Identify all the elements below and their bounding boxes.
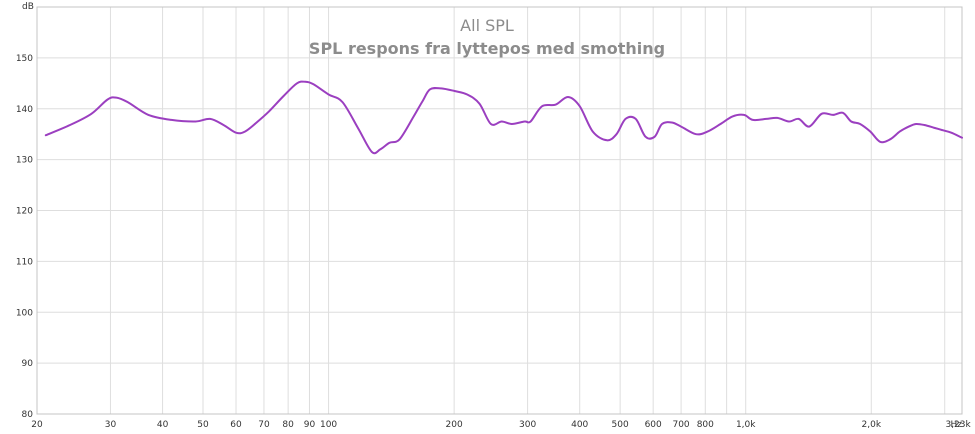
y-tick-label: 100: [16, 308, 33, 318]
plot-frame: [36, 6, 963, 415]
x-tick-label: 3,23k: [945, 420, 971, 430]
x-tick-label: 50: [197, 420, 209, 430]
y-tick-label: 90: [22, 359, 34, 369]
x-tick-label: 30: [105, 420, 117, 430]
x-tick-label: 60: [230, 420, 242, 430]
x-axis-unit: Hz: [951, 420, 963, 430]
spl-series-line: [44, 80, 963, 155]
x-tick-label: 80: [282, 420, 294, 430]
x-tick-label: 2,0k: [862, 420, 882, 430]
x-tick-label: 1,0k: [736, 420, 756, 430]
y-tick-label: 130: [16, 156, 33, 166]
x-tick-label: 40: [157, 420, 169, 430]
y-axis-label: dB: [22, 2, 34, 12]
y-tick-label: 110: [16, 257, 33, 267]
x-tick-label: 500: [612, 420, 629, 430]
y-tick-label: 140: [16, 105, 33, 115]
chart-title: All SPL: [460, 16, 514, 35]
x-tick-labels: 20 30 40 50 60 70 80 90 100 200 300 400 500 600 700 800…: [31, 420, 971, 430]
x-tick-label: 700: [672, 420, 689, 430]
grid-lines: [36, 7, 962, 415]
y-tick-label: 150: [16, 54, 33, 64]
x-tick-label: 20: [31, 420, 43, 430]
x-tick-label: 100: [320, 420, 337, 430]
x-tick-label: 200: [446, 420, 463, 430]
y-tick-label: 80: [22, 410, 34, 420]
x-tick-label: 400: [571, 420, 588, 430]
x-tick-label: 70: [258, 420, 270, 430]
x-tick-label: 300: [519, 420, 536, 430]
x-tick-label: 600: [645, 420, 662, 430]
y-tick-labels: 80 90 100 110 120 130 140 150: [16, 54, 33, 420]
y-tick-label: 120: [16, 207, 33, 217]
chart-subtitle: SPL respons fra lyttepos med smothing: [309, 39, 665, 58]
x-tick-label: 800: [697, 420, 714, 430]
x-tick-label: 90: [304, 420, 316, 430]
